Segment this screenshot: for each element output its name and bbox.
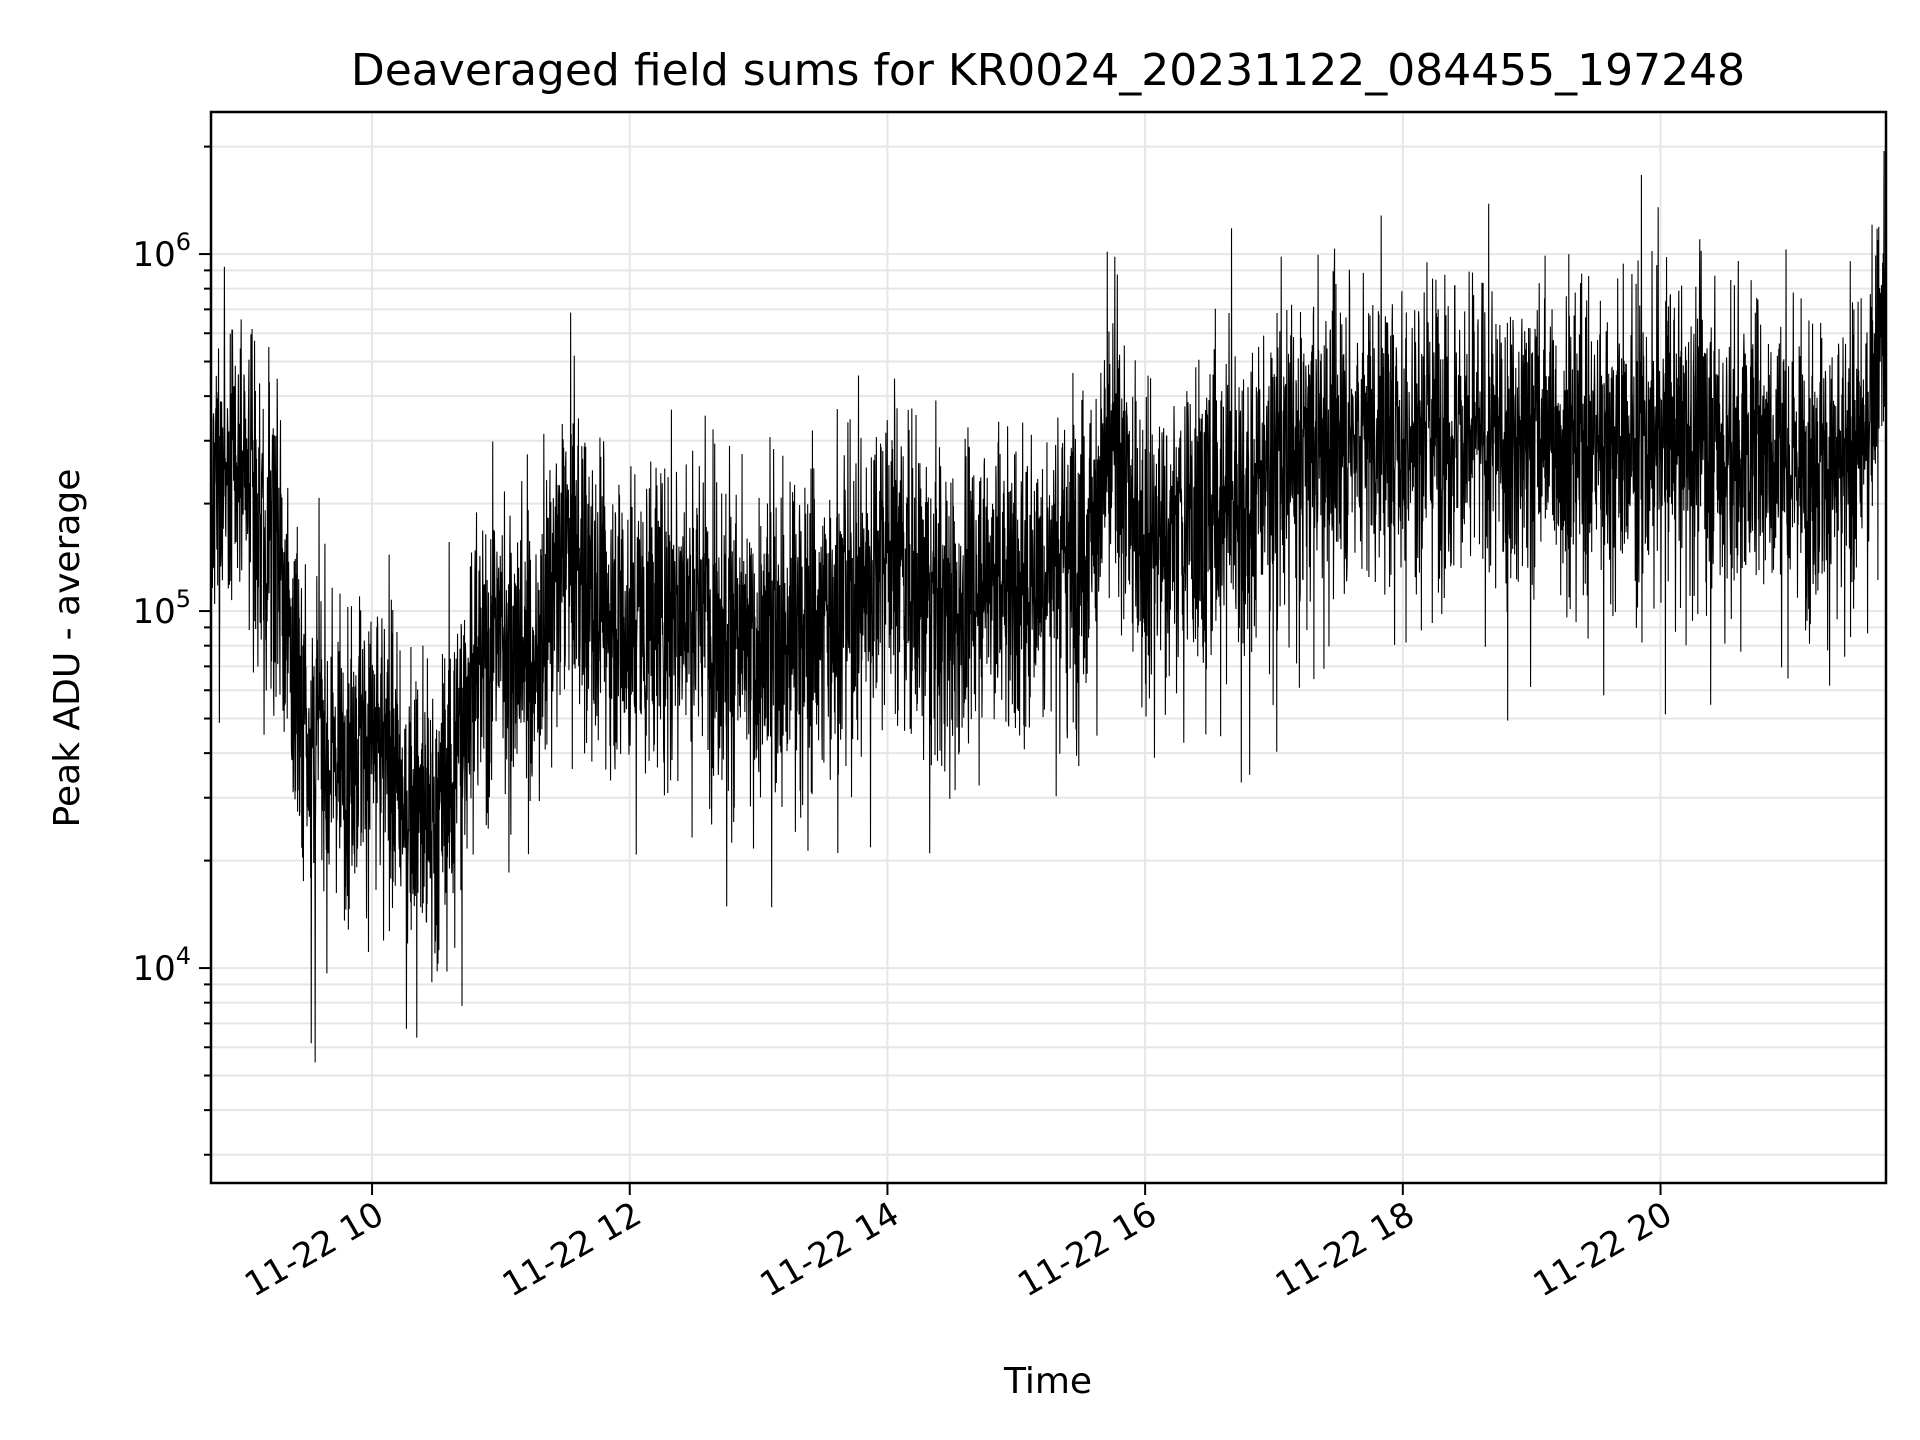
x-axis-label: Time [1003, 1361, 1092, 1402]
y-tick-base: 10 [132, 949, 175, 989]
y-tick-base: 10 [132, 592, 175, 632]
y-tick-label: 106 [132, 228, 191, 275]
y-tick-exponent: 6 [176, 228, 191, 256]
y-tick-exponent: 4 [176, 942, 191, 970]
y-axis-label: Peak ADU - average [47, 469, 88, 828]
y-tick-base: 10 [132, 235, 175, 275]
y-tick-label: 104 [132, 942, 191, 989]
y-tick-label: 105 [132, 585, 191, 632]
y-tick-exponent: 5 [176, 585, 191, 613]
series-layer [210, 150, 1887, 1063]
series-line [210, 150, 1887, 1063]
plot-frame [209, 110, 1888, 1185]
chart-title: Deaveraged field sums for KR0024_2023112… [351, 45, 1745, 96]
